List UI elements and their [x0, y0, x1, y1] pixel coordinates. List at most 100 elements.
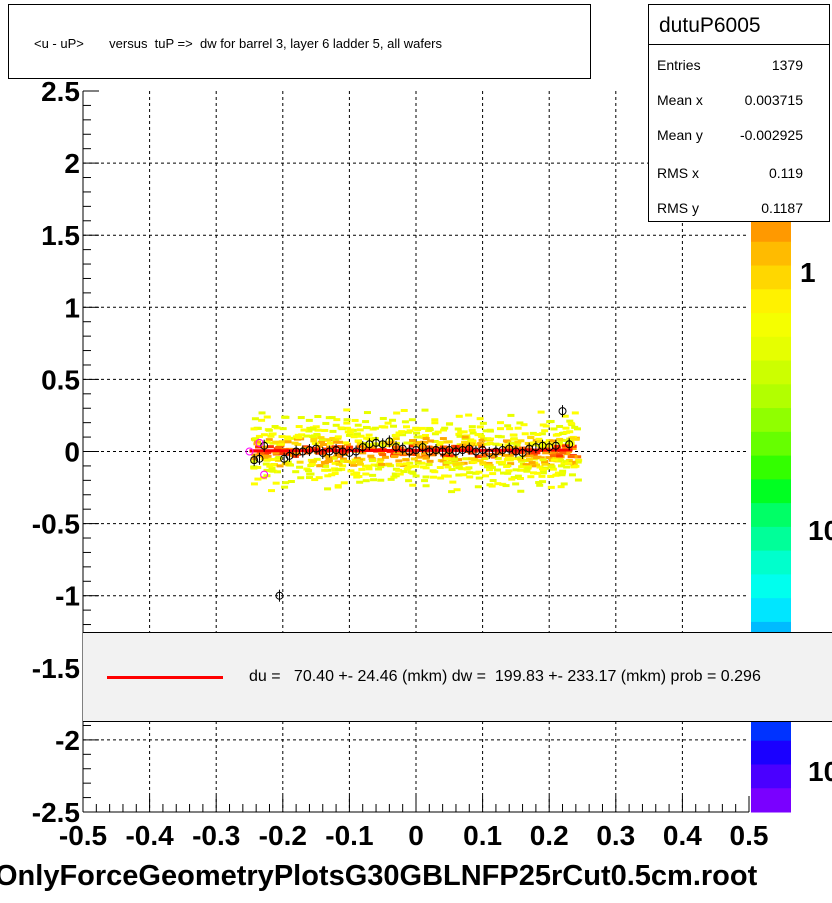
heatmap-cell: [260, 433, 268, 437]
heatmap-cell: [499, 471, 507, 475]
heatmap-cell: [477, 442, 485, 446]
heatmap-cell: [367, 438, 375, 442]
heatmap-cell: [488, 466, 496, 470]
heatmap-cell: [396, 472, 404, 476]
heatmap-cell: [487, 437, 495, 441]
heatmap-cell: [334, 460, 342, 464]
heatmap-cell: [412, 464, 420, 468]
heatmap-cell: [403, 467, 411, 471]
heatmap-cell: [337, 426, 345, 430]
heatmap-cell: [553, 445, 561, 449]
heatmap-cell: [422, 437, 430, 441]
heatmap-cell: [512, 482, 520, 486]
heatmap-cell: [558, 473, 566, 477]
heatmap-cell: [354, 423, 362, 427]
heatmap-cell: [360, 441, 368, 445]
heatmap-cell: [403, 425, 411, 429]
heatmap-cell: [390, 424, 398, 428]
heatmap-cell: [514, 474, 522, 478]
x-tick-label: -0.2: [259, 820, 307, 851]
heatmap-cell: [292, 435, 300, 439]
heatmap-cell: [368, 459, 376, 463]
heatmap-cell: [356, 459, 364, 463]
heatmap-cell: [574, 478, 582, 482]
heatmap-cell: [282, 415, 290, 419]
heatmap-cell: [389, 418, 397, 422]
profile-point: [250, 456, 259, 465]
heatmap-cell: [255, 443, 263, 447]
heatmap-cell: [478, 434, 486, 438]
profile-point: [285, 451, 294, 460]
heatmap-cell: [292, 470, 300, 474]
heatmap-cell: [344, 430, 352, 434]
heatmap-cell: [365, 433, 373, 437]
heatmap-cell: [431, 432, 439, 436]
heatmap-cell: [363, 426, 371, 430]
heatmap-cell: [440, 428, 448, 432]
heatmap-cell: [516, 421, 524, 425]
heatmap-cell: [469, 439, 477, 443]
colorbar-cell: [751, 788, 791, 813]
heatmap-cell: [322, 454, 330, 458]
heatmap-cell: [471, 458, 479, 462]
x-tick-label: -0.3: [192, 820, 240, 851]
heatmap-cell: [332, 423, 340, 427]
heatmap-cell: [461, 440, 469, 444]
heatmap-cell: [509, 433, 517, 437]
heatmap-cell: [557, 458, 565, 462]
heatmap-cell: [379, 453, 387, 457]
colorbar-cell: [751, 241, 791, 267]
x-tick-label: 0.1: [463, 820, 502, 851]
heatmap-cell: [461, 435, 469, 439]
heatmap-cell: [427, 439, 435, 443]
heatmap-cell: [539, 471, 547, 475]
heatmap-cell: [254, 477, 262, 481]
heatmap-cell: [402, 458, 410, 462]
stats-key: Mean x: [657, 92, 703, 108]
heatmap-cell: [316, 444, 324, 448]
colorbar-cell: [751, 574, 791, 599]
heatmap-cell: [354, 439, 362, 443]
heatmap-cell: [316, 464, 324, 468]
heatmap-cell: [377, 443, 385, 447]
profile-point: [312, 444, 321, 453]
heatmap-cell: [404, 466, 412, 470]
stats-key: Entries: [657, 57, 701, 73]
heatmap-cell: [431, 421, 439, 425]
heatmap-cell: [318, 440, 326, 444]
heatmap-cell: [371, 426, 379, 430]
heatmap-cell: [488, 454, 496, 458]
heatmap-cell: [478, 438, 486, 442]
heatmap-cell: [476, 425, 484, 429]
heatmap-cell: [362, 472, 370, 476]
heatmap-cell: [517, 456, 525, 460]
heatmap-cell: [266, 464, 274, 468]
colorbar-cell: [751, 550, 791, 575]
heatmap-cell: [263, 415, 271, 419]
heatmap-cell: [419, 443, 427, 447]
heatmap-cell: [357, 434, 365, 438]
heatmap-cell: [529, 464, 537, 468]
heatmap-cell: [503, 465, 511, 469]
heatmap-cell: [300, 428, 308, 432]
heatmap-cell: [517, 489, 525, 493]
heatmap-cell: [313, 457, 321, 461]
heatmap-cell: [567, 455, 575, 459]
heatmap-cell: [358, 467, 366, 471]
heatmap-cell: [439, 459, 447, 463]
heatmap-cell: [258, 418, 266, 422]
heatmap-cell: [393, 411, 401, 415]
heatmap-cell: [317, 436, 325, 440]
heatmap-cell: [377, 458, 385, 462]
heatmap-cell: [536, 483, 544, 487]
heatmap-cell: [571, 425, 579, 429]
heatmap-cell: [356, 442, 364, 446]
heatmap-cell: [369, 445, 377, 449]
heatmap-cell: [344, 426, 352, 430]
heatmap-cell: [474, 433, 482, 437]
heatmap-cell: [567, 421, 575, 425]
heatmap-cell: [329, 456, 337, 460]
heatmap-cell: [375, 467, 383, 471]
heatmap-cell: [419, 440, 427, 444]
heatmap-cell: [324, 438, 332, 442]
